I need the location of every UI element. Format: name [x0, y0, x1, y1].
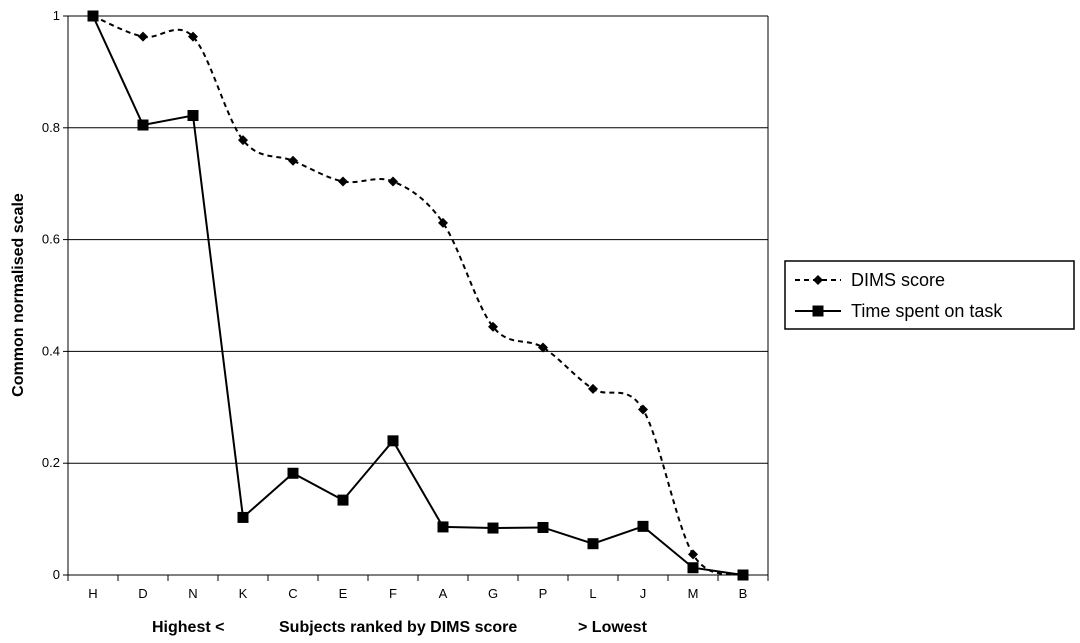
legend-item: DIMS score — [795, 270, 945, 290]
series-layer — [87, 10, 749, 581]
x-axis-title-left: Highest < — [152, 619, 224, 636]
data-point — [137, 119, 149, 131]
data-point — [638, 404, 648, 415]
y-tick-label: 0.6 — [42, 232, 60, 247]
x-tick-label: K — [239, 586, 248, 601]
gridlines — [68, 15, 768, 464]
y-axis-title: Common normalised scale — [10, 193, 27, 397]
x-tick-label: E — [339, 586, 348, 601]
series-dims-score — [88, 11, 748, 580]
axes — [63, 15, 769, 581]
data-point — [588, 383, 598, 394]
data-point — [537, 521, 549, 533]
data-point — [538, 342, 548, 353]
x-tick-label: D — [138, 586, 147, 601]
y-tick-label: 1 — [53, 8, 60, 23]
x-tick-label: P — [539, 586, 548, 601]
series-line — [92, 15, 744, 576]
data-point — [87, 10, 99, 22]
x-tick-label: F — [389, 586, 397, 601]
x-tick-label: G — [488, 586, 498, 601]
data-point — [488, 321, 498, 332]
data-point — [338, 176, 348, 187]
x-tick-label: A — [439, 586, 448, 601]
data-point — [387, 435, 399, 447]
x-tick-label: H — [88, 586, 97, 601]
x-tick-label: B — [739, 586, 748, 601]
legend-box — [784, 260, 1075, 330]
x-tick-label: J — [640, 586, 647, 601]
legend-label: DIMS score — [851, 270, 945, 290]
legend-swatch-marker — [812, 305, 824, 317]
data-point — [388, 176, 398, 187]
data-point — [238, 135, 248, 146]
data-point — [688, 549, 698, 560]
legend-label: Time spent on task — [851, 301, 1003, 321]
x-tick-label: N — [188, 586, 197, 601]
legend-item: Time spent on task — [795, 301, 1003, 321]
x-tick-label: C — [288, 586, 297, 601]
data-point — [587, 538, 599, 550]
data-point — [188, 31, 198, 42]
data-point — [138, 31, 148, 42]
data-point — [487, 522, 499, 534]
series-line — [92, 15, 744, 576]
y-tick-label: 0.4 — [42, 343, 60, 358]
legend-swatch-marker — [813, 275, 823, 285]
y-tick-label: 0.2 — [42, 455, 60, 470]
data-point — [337, 494, 349, 506]
x-tick-label: M — [688, 586, 699, 601]
x-axis-title-center: Subjects ranked by DIMS score — [279, 619, 517, 636]
series-time-spent — [87, 10, 749, 581]
x-axis-title-right: > Lowest — [578, 619, 648, 636]
data-point — [288, 155, 298, 166]
x-tick-label: L — [589, 586, 596, 601]
data-point — [287, 467, 299, 479]
data-point — [737, 569, 749, 581]
data-point — [237, 511, 249, 523]
y-tick-label: 0.8 — [42, 120, 60, 135]
y-tick-labels: 0 0.2 0.4 0.6 0.8 1 — [42, 8, 60, 582]
data-point — [687, 562, 699, 574]
y-tick-label: 0 — [53, 567, 60, 582]
legend: DIMS score Time spent on task — [784, 260, 1075, 330]
data-point — [437, 521, 449, 533]
data-point — [187, 110, 199, 122]
data-point — [438, 217, 448, 228]
data-point — [637, 520, 649, 532]
